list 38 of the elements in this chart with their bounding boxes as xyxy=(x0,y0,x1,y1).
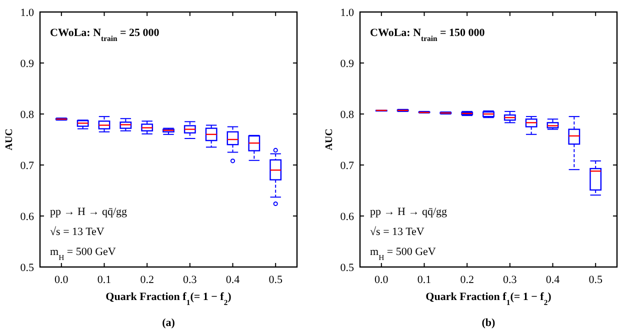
annotation: pp → H → qq̄/gg xyxy=(370,206,448,218)
x-tick-label: 0.5 xyxy=(588,274,603,286)
x-axis-title: Quark Fraction f$_{1}$(= 1 − f$_{2}$) xyxy=(106,291,232,306)
annotation: pp → H → qq̄/gg xyxy=(50,206,128,218)
x-tick-label: 0.1 xyxy=(97,274,112,286)
x-tick-label: 0.5 xyxy=(268,274,283,286)
x-axis-title: Quark Fraction f$_{1}$(= 1 − f$_{2}$) xyxy=(426,291,552,306)
x-tick-label: 0.0 xyxy=(374,274,389,286)
annotation: CWoLa: N$_{train}$ = 150 000 xyxy=(370,27,486,42)
x-tick-label: 0.2 xyxy=(140,274,154,286)
y-tick-label: 0.5 xyxy=(340,262,354,274)
y-tick-label: 1.0 xyxy=(340,7,354,19)
x-tick-label: 0.1 xyxy=(417,274,432,286)
y-axis-title: AUC xyxy=(4,128,15,150)
x-tick-label: 0.3 xyxy=(183,274,198,286)
x-tick-label: 0.4 xyxy=(546,274,560,286)
annotation: m$_{H}$ = 500 GeV xyxy=(370,246,436,262)
y-tick-label: 0.9 xyxy=(20,58,34,70)
y-tick-label: 0.5 xyxy=(20,262,34,274)
annotation: m$_{H}$ = 500 GeV xyxy=(50,246,116,262)
y-tick-label: 0.8 xyxy=(340,109,354,121)
y-tick-label: 0.7 xyxy=(340,160,354,172)
annotation: √s = 13 TeV xyxy=(50,226,104,238)
y-tick-label: 0.7 xyxy=(20,160,34,172)
text: (a) xyxy=(162,317,176,329)
x-tick-label: 0.3 xyxy=(503,274,518,286)
y-axis-title: AUC xyxy=(324,128,335,150)
y-tick-label: 0.9 xyxy=(340,58,354,70)
x-tick-label: 0.0 xyxy=(54,274,69,286)
x-tick-label: 0.4 xyxy=(226,274,240,286)
y-tick-label: 0.6 xyxy=(20,211,34,223)
x-tick-label: 0.2 xyxy=(460,274,474,286)
y-tick-label: 0.6 xyxy=(340,211,354,223)
annotation: CWoLa: N$_{train}$ = 25 000 xyxy=(50,27,160,42)
y-tick-label: 0.8 xyxy=(20,109,34,121)
text: (b) xyxy=(482,317,496,329)
annotation: √s = 13 TeV xyxy=(370,226,424,238)
y-tick-label: 1.0 xyxy=(20,7,34,19)
